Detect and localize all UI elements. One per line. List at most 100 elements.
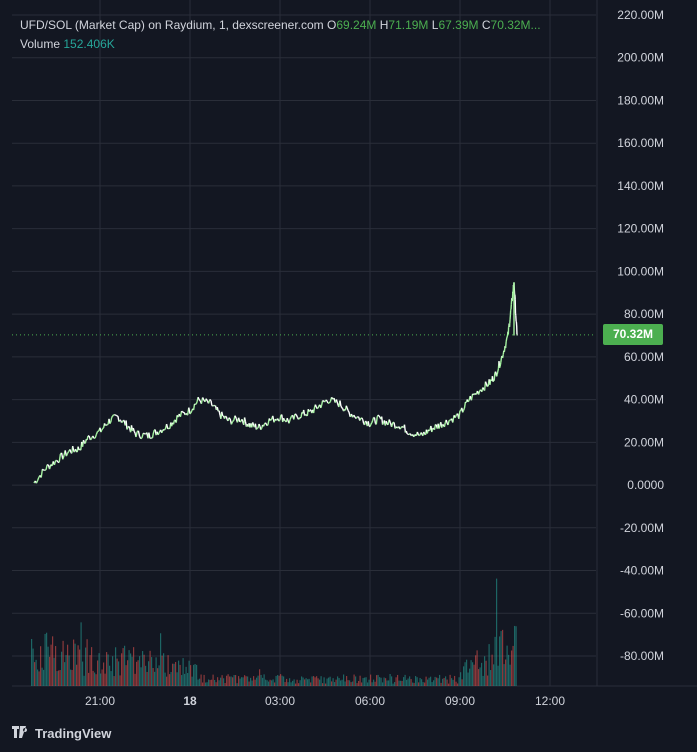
price-segment [314,404,317,408]
price-segment [109,421,112,425]
price-segment [56,460,59,463]
volume-bar [434,676,436,686]
volume-bar [395,677,397,686]
price-segment [293,413,296,420]
price-segment [121,419,125,423]
price-segment [262,424,266,427]
grid-lines [12,0,697,687]
volume-bar [119,675,121,686]
price-segment [341,407,344,410]
volume-bar [323,677,325,686]
y-tick-label: -80.00M [620,649,664,663]
volume-bar [457,683,459,686]
volume-bar [283,676,285,686]
price-segment [477,390,481,395]
volume-bar [461,679,463,686]
price-segment [92,435,95,439]
price-segment [241,418,244,422]
price-segment [407,433,410,436]
volume-bar [280,674,282,686]
volume-bar [344,681,346,686]
volume-bar [79,649,81,686]
volume-bar [169,674,171,686]
volume-bar [499,636,501,686]
price-segment [228,417,231,420]
price-segment [452,415,455,423]
x-axis[interactable]: 21:00 18 03:00 06:00 09:00 12:00 [85,694,565,708]
y-tick-label: 20.00M [624,435,664,449]
price-segment [141,433,144,438]
volume-bar [491,654,493,686]
volume-bar [362,678,364,686]
price-segment [137,430,141,437]
price-segment [237,417,241,423]
volume-bar [320,676,322,686]
volume-bar [229,676,231,686]
price-segment [335,399,339,404]
price-segment [403,424,407,433]
volume-bar [77,645,79,686]
volume-bar [367,682,369,686]
volume-bar [508,654,510,686]
price-segment [340,405,343,409]
volume-bar [463,666,465,686]
y-tick-label: -60.00M [620,606,664,620]
volume-bar [218,680,220,686]
volume-bar [167,655,169,686]
price-segment [388,419,392,423]
price-segment [298,417,301,420]
volume-bar [397,674,399,686]
price-segment [347,410,350,413]
volume-bar [196,664,198,686]
volume-bar [146,671,148,686]
volume-bar [268,681,270,686]
volume-bar [226,675,228,686]
volume-bar [62,640,64,686]
price-segment [100,429,103,433]
price-segment [497,368,500,372]
price-segment [205,398,209,402]
price-segment [506,335,509,339]
price-segment [161,429,164,434]
volume-bar [296,679,298,686]
volume-bar [181,675,183,686]
volume-bar [151,657,153,686]
volume-bar [430,676,432,686]
volume-bar [194,663,196,686]
price-segment [462,407,466,411]
x-tick-label: 09:00 [445,694,475,708]
volume-bar [418,682,420,686]
volume-bar [245,676,247,686]
price-segment [462,409,465,413]
volume-bar [409,676,411,686]
volume-bar [335,679,337,686]
volume-bar [295,683,297,686]
volume-bar [472,662,474,686]
y-axis[interactable]: 220.00M 200.00M 180.00M 160.00M 140.00M 120.0… [617,8,664,663]
volume-bar [398,680,400,686]
tradingview-logo[interactable]: TradingView [12,726,111,741]
volume-bar [476,650,478,686]
volume-bar [116,658,118,686]
volume-bar [49,656,51,686]
volume-bar [214,680,216,686]
volume-bar [425,676,427,686]
volume-bar [89,655,91,686]
price-segment [367,421,370,427]
volume-bar [85,647,87,686]
price-segment [157,431,161,436]
volume-bar [61,651,63,686]
price-segment [295,414,299,418]
price-segment [58,453,62,463]
price-segment [243,417,247,423]
volume-bar [412,682,414,686]
volume-bar [94,672,96,686]
volume-bar [143,654,145,686]
volume-bar [158,665,160,686]
price-segment [218,410,221,416]
volume-bar [104,673,106,686]
volume-bar [511,650,513,686]
volume-bar [278,675,280,686]
price-segment [121,421,123,424]
